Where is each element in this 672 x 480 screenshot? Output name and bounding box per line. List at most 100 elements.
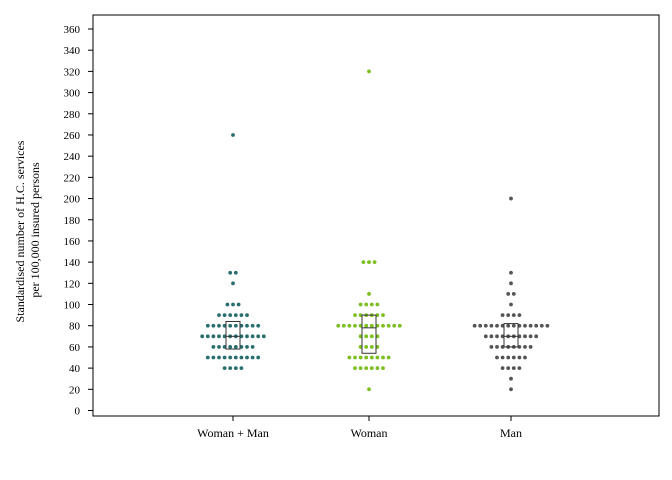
data-point <box>239 366 244 371</box>
data-point <box>250 334 255 339</box>
data-point <box>364 355 369 360</box>
box-plots <box>225 314 519 354</box>
y-tick-label: 360 <box>64 24 81 36</box>
data-point <box>506 313 511 318</box>
y-tick-label: 100 <box>64 300 81 312</box>
data-point <box>250 345 255 349</box>
data-point <box>256 334 261 339</box>
data-point <box>523 345 527 349</box>
data-point <box>239 313 244 318</box>
data-point <box>228 355 233 360</box>
data-point <box>506 292 511 296</box>
data-point <box>250 323 255 328</box>
data-point <box>523 323 527 328</box>
data-point <box>367 69 371 74</box>
y-tick-label: 20 <box>69 384 81 396</box>
y-axis-ticks: 0 20 40 60 80 100 120 140 160 180 200 220 240 260 280 3… <box>64 24 93 418</box>
data-point <box>545 323 550 328</box>
data-point <box>256 355 261 360</box>
data-point <box>517 366 522 371</box>
data-point <box>509 302 513 307</box>
data-point <box>364 366 369 371</box>
data-point <box>353 323 357 328</box>
data-point <box>347 323 352 328</box>
data-point <box>511 292 516 296</box>
box <box>503 323 519 348</box>
data-point <box>367 260 371 265</box>
data-point <box>483 323 488 328</box>
data-point <box>489 323 494 328</box>
data-point <box>511 313 516 318</box>
y-tick-label: 0 <box>75 406 81 418</box>
data-point <box>489 345 494 349</box>
y-tick-label: 280 <box>64 109 81 121</box>
data-point <box>364 345 369 349</box>
data-point <box>495 334 499 339</box>
y-tick-label: 220 <box>64 172 81 184</box>
data-point <box>372 260 377 265</box>
data-point <box>245 355 249 360</box>
plot-frame <box>92 14 660 417</box>
x-axis-ticks: Woman + Man Woman Man <box>197 416 522 440</box>
data-point <box>509 281 513 286</box>
data-point <box>250 355 255 360</box>
data-point <box>478 323 483 328</box>
data-point <box>381 366 385 371</box>
data-point <box>369 355 374 360</box>
data-point <box>211 334 216 339</box>
y-tick-label: 120 <box>64 278 81 290</box>
data-point <box>228 270 233 275</box>
data-point <box>495 323 499 328</box>
data-point <box>509 376 513 381</box>
data-point <box>528 334 533 339</box>
data-point <box>205 323 210 328</box>
data-point <box>233 345 238 349</box>
data-point <box>367 292 371 296</box>
data-point <box>495 355 499 360</box>
data-point <box>228 313 233 318</box>
data-point <box>200 334 205 339</box>
data-point <box>511 323 516 328</box>
y-tick-label: 40 <box>69 363 81 375</box>
data-point <box>358 366 363 371</box>
y-tick-label: 300 <box>64 88 81 100</box>
data-point <box>500 355 505 360</box>
data-point <box>261 334 266 339</box>
data-point <box>222 313 227 318</box>
y-tick-label: 180 <box>64 215 81 227</box>
data-point <box>364 323 369 328</box>
data-point <box>511 355 516 360</box>
data-point <box>228 345 233 349</box>
data-point <box>506 355 511 360</box>
data-point <box>231 133 235 137</box>
data-point <box>217 345 221 349</box>
data-point <box>369 302 374 307</box>
data-point <box>509 270 513 275</box>
y-tick-label: 320 <box>64 66 81 78</box>
data-point <box>506 366 511 371</box>
box <box>225 320 241 350</box>
data-point <box>375 355 380 360</box>
data-point <box>231 281 235 286</box>
data-point <box>500 313 505 318</box>
data-point <box>509 387 513 392</box>
data-point <box>472 323 477 328</box>
y-tick-label: 240 <box>64 151 81 163</box>
data-point <box>358 302 363 307</box>
x-tick-label: Woman + Man <box>197 426 269 440</box>
data-point <box>222 366 227 371</box>
y-axis-title-line2: per 100,000 insured persons <box>28 162 42 298</box>
data-points <box>200 69 550 392</box>
data-point <box>228 323 233 328</box>
data-point <box>386 355 391 360</box>
data-point <box>375 366 380 371</box>
y-tick-label: 260 <box>64 130 81 142</box>
data-point <box>245 334 249 339</box>
data-point <box>233 355 238 360</box>
data-point <box>523 334 527 339</box>
y-tick-label: 160 <box>64 236 81 248</box>
data-point <box>523 355 527 360</box>
data-point <box>369 323 374 328</box>
data-point <box>509 196 513 201</box>
